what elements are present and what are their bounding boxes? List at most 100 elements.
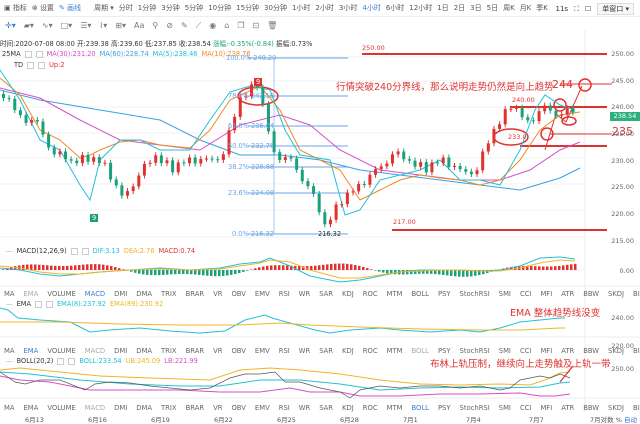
percent-toggle[interactable]: % xyxy=(615,416,622,424)
period-12[interactable]: 12小时 xyxy=(409,4,433,12)
period-4[interactable]: 10分钟 xyxy=(208,4,232,12)
tab-kdj[interactable]: KDJ xyxy=(342,404,354,412)
period-dropdown[interactable]: 周期 ▾ xyxy=(94,4,114,12)
tab-skdj[interactable]: SKDJ xyxy=(608,290,625,298)
settings-icon[interactable] xyxy=(34,300,42,308)
tab-volume[interactable]: VOLUME xyxy=(47,347,76,355)
indicator-button[interactable]: ▣ 指标 xyxy=(4,4,27,12)
tab-ma[interactable]: MA xyxy=(4,290,15,298)
copy-icon[interactable]: ❐ xyxy=(237,21,245,30)
tab-emv[interactable]: EMV xyxy=(254,347,270,355)
tab-bias[interactable]: BIAS xyxy=(633,290,640,298)
tab-mfi[interactable]: MFI xyxy=(540,290,553,298)
close-icon[interactable] xyxy=(81,247,89,255)
draw-button[interactable]: ✎ 画线 xyxy=(58,4,82,12)
tab-macd[interactable]: MACD xyxy=(84,404,106,412)
tab-stochrsi[interactable]: StochRSI xyxy=(459,290,490,298)
tab-brar[interactable]: BRAR xyxy=(185,347,205,355)
tab-cci[interactable]: CCI xyxy=(519,404,532,412)
tab-roc[interactable]: ROC xyxy=(362,404,378,412)
tab-atr[interactable]: ATR xyxy=(561,347,575,355)
tab-ema[interactable]: EMA xyxy=(23,290,39,298)
tab-atr[interactable]: ATR xyxy=(561,404,575,412)
tab-vr[interactable]: VR xyxy=(213,404,223,412)
tab-bbw[interactable]: BBW xyxy=(583,290,600,298)
tab-stochrsi[interactable]: StochRSI xyxy=(459,347,490,355)
tab-trix[interactable]: TRIX xyxy=(161,290,177,298)
tab-trix[interactable]: TRIX xyxy=(161,404,177,412)
period-14[interactable]: 2日 xyxy=(453,4,466,12)
tab-volume[interactable]: VOLUME xyxy=(47,290,76,298)
lock-draw-icon[interactable]: ⊘ xyxy=(166,21,173,30)
period-6[interactable]: 30分钟 xyxy=(264,4,287,12)
period-1[interactable]: 1分钟 xyxy=(137,4,157,12)
tab-psy[interactable]: PSY xyxy=(437,404,451,412)
log-scale-toggle[interactable]: 7月对数 xyxy=(590,416,614,424)
settings-icon[interactable] xyxy=(70,247,78,255)
tab-mtm[interactable]: MTM xyxy=(386,290,403,298)
tab-emv[interactable]: EMV xyxy=(254,290,270,298)
period-3[interactable]: 5分钟 xyxy=(184,4,204,12)
close-icon[interactable] xyxy=(38,61,46,69)
fib-icon[interactable]: ∿▾ xyxy=(41,21,53,30)
tab-kdj[interactable]: KDJ xyxy=(342,290,354,298)
tab-brar[interactable]: BRAR xyxy=(185,290,205,298)
auto-toggle[interactable]: 自动 xyxy=(623,416,637,424)
tab-smi[interactable]: SMI xyxy=(498,347,511,355)
tab-brar[interactable]: BRAR xyxy=(185,404,205,412)
period-8[interactable]: 2小时 xyxy=(315,4,334,12)
period-10[interactable]: 4小时 xyxy=(362,4,381,12)
tab-rsi[interactable]: RSI xyxy=(278,290,290,298)
tab-obv[interactable]: OBV xyxy=(231,404,246,412)
tab-emv[interactable]: EMV xyxy=(254,404,270,412)
tab-trix[interactable]: TRIX xyxy=(161,347,177,355)
tab-dma[interactable]: DMA xyxy=(136,404,153,412)
period-5[interactable]: 15分钟 xyxy=(236,4,260,12)
visibility-toggle-icon[interactable] xyxy=(24,50,32,58)
tab-dmi[interactable]: DMI xyxy=(114,404,128,412)
tab-dmi[interactable]: DMI xyxy=(114,290,128,298)
snapshot-icon[interactable]: ⊡ xyxy=(252,21,260,30)
tab-bbw[interactable]: BBW xyxy=(583,404,600,412)
tab-smi[interactable]: SMI xyxy=(498,404,511,412)
tab-wr[interactable]: WR xyxy=(298,347,311,355)
settings-icon[interactable] xyxy=(57,357,65,365)
tab-ma[interactable]: MA xyxy=(4,404,15,412)
tab-skdj[interactable]: SKDJ xyxy=(608,404,625,412)
tab-ma[interactable]: MA xyxy=(4,347,15,355)
pen-icon[interactable]: ✎ xyxy=(180,21,188,30)
tab-cci[interactable]: CCI xyxy=(519,290,532,298)
text-icon[interactable]: Aa xyxy=(134,21,145,30)
tab-atr[interactable]: ATR xyxy=(561,290,575,298)
wave-icon[interactable]: ⌇▾ xyxy=(99,21,108,30)
tab-mtm[interactable]: MTM xyxy=(386,404,403,412)
tab-mtm[interactable]: MTM xyxy=(386,347,403,355)
tab-vr[interactable]: VR xyxy=(213,347,223,355)
tab-roc[interactable]: ROC xyxy=(362,290,378,298)
close-icon[interactable] xyxy=(45,300,53,308)
settings-button[interactable]: ⊗ 设置 xyxy=(31,4,54,12)
tab-dmi[interactable]: DMI xyxy=(114,347,128,355)
tab-psy[interactable]: PSY xyxy=(437,290,451,298)
tab-sar[interactable]: SAR xyxy=(319,290,334,298)
lock-icon[interactable]: ⌂ xyxy=(224,21,230,30)
period-9[interactable]: 3小时 xyxy=(338,4,358,12)
tab-ema[interactable]: EMA xyxy=(23,347,39,355)
window-mode-dropdown[interactable]: 单窗口 ▾ xyxy=(597,3,634,15)
tab-macd[interactable]: MACD xyxy=(84,290,106,298)
trendline-icon[interactable]: ▰▾ xyxy=(23,21,34,30)
fullscreen-icon[interactable]: ⛶ xyxy=(574,4,579,13)
tab-smi[interactable]: SMI xyxy=(498,290,511,298)
magnet-icon[interactable]: ⚲ xyxy=(152,21,159,30)
tab-obv[interactable]: OBV xyxy=(231,290,246,298)
tab-mfi[interactable]: MFI xyxy=(540,404,553,412)
tab-sar[interactable]: SAR xyxy=(319,404,334,412)
tab-dma[interactable]: DMA xyxy=(136,290,153,298)
tab-mfi[interactable]: MFI xyxy=(540,347,553,355)
tab-bias[interactable]: BIAS xyxy=(633,404,640,412)
tab-boll[interactable]: BOLL xyxy=(411,347,429,355)
tab-roc[interactable]: ROC xyxy=(362,347,378,355)
period-11[interactable]: 6小时 xyxy=(385,4,405,12)
tab-obv[interactable]: OBV xyxy=(231,347,246,355)
